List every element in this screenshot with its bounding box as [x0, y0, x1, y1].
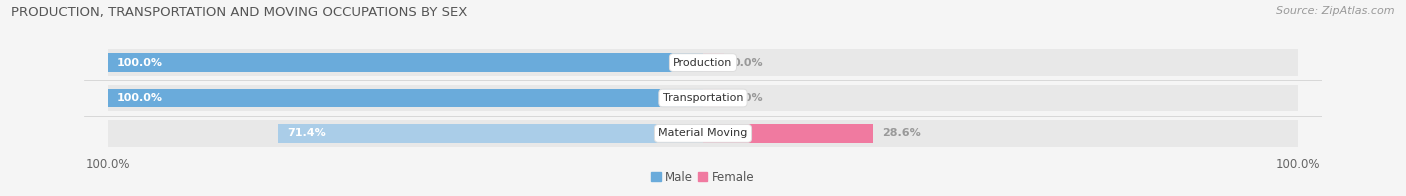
- Bar: [108, 50, 703, 76]
- Text: Transportation: Transportation: [662, 93, 744, 103]
- Text: PRODUCTION, TRANSPORTATION AND MOVING OCCUPATIONS BY SEX: PRODUCTION, TRANSPORTATION AND MOVING OC…: [11, 6, 468, 19]
- Bar: [703, 124, 873, 143]
- Bar: [703, 50, 1298, 76]
- Text: 71.4%: 71.4%: [287, 128, 326, 138]
- Text: 0.0%: 0.0%: [733, 58, 763, 68]
- Bar: [703, 85, 1298, 111]
- Bar: [278, 124, 703, 143]
- Text: 0.0%: 0.0%: [733, 93, 763, 103]
- Text: 28.6%: 28.6%: [882, 128, 921, 138]
- Bar: [703, 53, 724, 72]
- Bar: [108, 89, 703, 107]
- Bar: [703, 89, 724, 107]
- Bar: [703, 120, 1298, 146]
- Text: 100.0%: 100.0%: [117, 58, 163, 68]
- Legend: Male, Female: Male, Female: [647, 166, 759, 189]
- Text: Material Moving: Material Moving: [658, 128, 748, 138]
- Text: Production: Production: [673, 58, 733, 68]
- Bar: [108, 85, 703, 111]
- Text: 100.0%: 100.0%: [117, 93, 163, 103]
- Text: Source: ZipAtlas.com: Source: ZipAtlas.com: [1277, 6, 1395, 16]
- Bar: [108, 53, 703, 72]
- Bar: [108, 120, 703, 146]
